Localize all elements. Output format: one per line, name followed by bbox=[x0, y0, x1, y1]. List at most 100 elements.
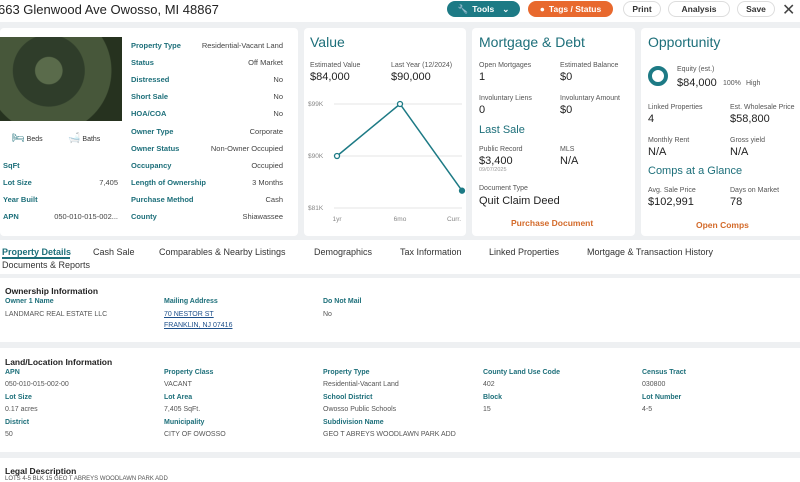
print-button[interactable]: Print bbox=[623, 1, 661, 17]
apn-label: APN bbox=[3, 212, 19, 221]
beds-block: 🛏 Beds bbox=[12, 133, 43, 144]
open-mortgages-label: Open Mortgages bbox=[479, 62, 532, 69]
open-comps-link[interactable]: Open Comps bbox=[696, 220, 749, 230]
property-class-value: VACANT bbox=[164, 381, 192, 388]
tools-button[interactable]: 🔧 Tools ⌄ bbox=[447, 1, 520, 17]
block-label: Block bbox=[483, 394, 503, 401]
distressed-label: Distressed bbox=[131, 75, 170, 84]
property-address: 663 Glenwood Ave Owosso, MI 48867 bbox=[0, 2, 219, 17]
wholesale-price-label: Est. Wholesale Price bbox=[730, 104, 795, 111]
avg-sale-price-label: Avg. Sale Price bbox=[648, 187, 696, 194]
value-card bbox=[304, 28, 466, 236]
distressed-value: No bbox=[273, 75, 283, 84]
census-tract-label: Census Tract bbox=[642, 369, 686, 376]
district-label: District bbox=[5, 419, 30, 426]
tab-mortgage-history[interactable]: Mortgage & Transaction History bbox=[587, 247, 714, 257]
save-button[interactable]: Save bbox=[737, 1, 775, 17]
value-title: Value bbox=[310, 34, 345, 50]
beds-label: Beds bbox=[26, 136, 43, 143]
land-property-type-label: Property Type bbox=[323, 369, 370, 376]
avg-sale-price-value: $102,991 bbox=[648, 196, 694, 208]
close-icon[interactable]: ✕ bbox=[782, 2, 796, 19]
census-tract-value: 030800 bbox=[642, 381, 666, 388]
land-use-code-label: County Land Use Code bbox=[483, 369, 561, 376]
purchase-method-value: Cash bbox=[265, 195, 283, 204]
mailing-address-line2[interactable]: FRANKLIN, NJ 07416 bbox=[164, 322, 233, 329]
land-location-section bbox=[0, 348, 800, 452]
land-title: Land/Location Information bbox=[5, 357, 113, 367]
year-built-label: Year Built bbox=[3, 195, 38, 204]
land-property-type-value: Residential-Vacant Land bbox=[323, 381, 399, 388]
mls-value: N/A bbox=[560, 155, 579, 167]
estimated-value-label: Estimated Value bbox=[310, 62, 361, 69]
estimated-balance-value: $0 bbox=[560, 71, 573, 83]
owner-status-value: Non-Owner Occupied bbox=[210, 144, 283, 153]
tab-comparables[interactable]: Comparables & Nearby Listings bbox=[159, 247, 286, 257]
owner-name-value: LANDMARC REAL ESTATE LLC bbox=[5, 311, 108, 318]
value-history-chart: $99K $90K $81K 1yr 6mo Curr. bbox=[308, 100, 466, 223]
lot-size-value: 7,405 bbox=[99, 178, 118, 187]
mailing-address-label: Mailing Address bbox=[164, 298, 218, 305]
school-district-label: School District bbox=[323, 394, 373, 401]
tags-status-button[interactable]: ● Tags / Status bbox=[528, 1, 613, 17]
gross-yield-label: Gross yield bbox=[730, 137, 766, 144]
value-series-line bbox=[336, 102, 463, 192]
monthly-rent-value: N/A bbox=[648, 146, 667, 158]
involuntary-liens-label: Involuntary Liens bbox=[479, 95, 532, 102]
open-mortgages-value: 1 bbox=[479, 71, 486, 83]
mls-label: MLS bbox=[560, 146, 575, 153]
purchase-document-link[interactable]: Purchase Document bbox=[511, 218, 594, 228]
ownership-title: Ownership Information bbox=[5, 286, 99, 296]
municipality-value: CITY OF OWOSSO bbox=[164, 431, 226, 438]
legal-title: Legal Description bbox=[5, 466, 77, 476]
y-tick-1: $90K bbox=[308, 153, 324, 160]
tab-cash-sale[interactable]: Cash Sale bbox=[93, 247, 135, 257]
lot-number-label: Lot Number bbox=[642, 394, 682, 401]
subdivision-value: GEO T ABREYS WOODLAWN PARK ADD bbox=[323, 431, 456, 438]
opportunity-title: Opportunity bbox=[648, 34, 721, 50]
equity-level: High bbox=[746, 80, 761, 87]
estimated-value: $84,000 bbox=[310, 71, 350, 83]
chevron-down-icon: ⌄ bbox=[502, 3, 510, 14]
apn-value: 050-010-015-002... bbox=[54, 212, 118, 221]
land-lot-size-value: 0.17 acres bbox=[5, 406, 38, 413]
data-point-6mo bbox=[396, 100, 404, 108]
x-tick-0: 1yr bbox=[332, 216, 342, 223]
legal-section bbox=[0, 458, 800, 482]
monthly-rent-label: Monthly Rent bbox=[648, 137, 690, 144]
opportunity-card bbox=[641, 28, 800, 236]
land-apn-label: APN bbox=[5, 369, 20, 376]
y-tick-0: $99K bbox=[308, 101, 324, 108]
x-tick-2: Curr. bbox=[447, 216, 461, 223]
property-class-label: Property Class bbox=[164, 369, 214, 376]
bed-icon: 🛏 bbox=[12, 133, 25, 144]
involuntary-amount-label: Involuntary Amount bbox=[560, 95, 620, 102]
school-district-value: Owosso Public Schools bbox=[323, 406, 397, 413]
document-type-value: Quit Claim Deed bbox=[479, 195, 560, 207]
tab-documents-reports[interactable]: Documents & Reports bbox=[2, 260, 91, 270]
subdivision-label: Subdivision Name bbox=[323, 419, 384, 426]
owner-type-value: Corporate bbox=[249, 127, 283, 136]
tab-demographics[interactable]: Demographics bbox=[314, 247, 373, 257]
owner-name-label: Owner 1 Name bbox=[5, 298, 54, 305]
tab-property-details[interactable]: Property Details bbox=[2, 247, 72, 257]
property-aerial-photo[interactable] bbox=[0, 37, 122, 121]
wrench-icon: 🔧 bbox=[457, 3, 469, 14]
data-point-curr bbox=[458, 187, 466, 194]
tab-tax-information[interactable]: Tax Information bbox=[400, 247, 462, 257]
linked-properties-label: Linked Properties bbox=[648, 104, 703, 111]
tag-icon: ● bbox=[539, 4, 545, 14]
tab-linked-properties[interactable]: Linked Properties bbox=[489, 247, 560, 257]
bath-icon: 🛁 bbox=[68, 133, 81, 144]
mailing-address-line1[interactable]: 70 NESTOR ST bbox=[164, 311, 214, 318]
detail-tabs: Property Details Cash Sale Comparables &… bbox=[0, 240, 800, 274]
days-on-market-value: 78 bbox=[730, 196, 743, 208]
land-apn-value: 050-010-015-002-00 bbox=[5, 381, 69, 388]
y-tick-2: $81K bbox=[308, 205, 324, 212]
do-not-mail-value: No bbox=[323, 311, 332, 318]
x-tick-1: 6mo bbox=[394, 216, 407, 223]
analysis-button[interactable]: Analysis bbox=[668, 1, 730, 17]
baths-label: Baths bbox=[82, 136, 101, 143]
baths-block: 🛁 Baths bbox=[68, 133, 100, 144]
do-not-mail-label: Do Not Mail bbox=[323, 298, 362, 305]
